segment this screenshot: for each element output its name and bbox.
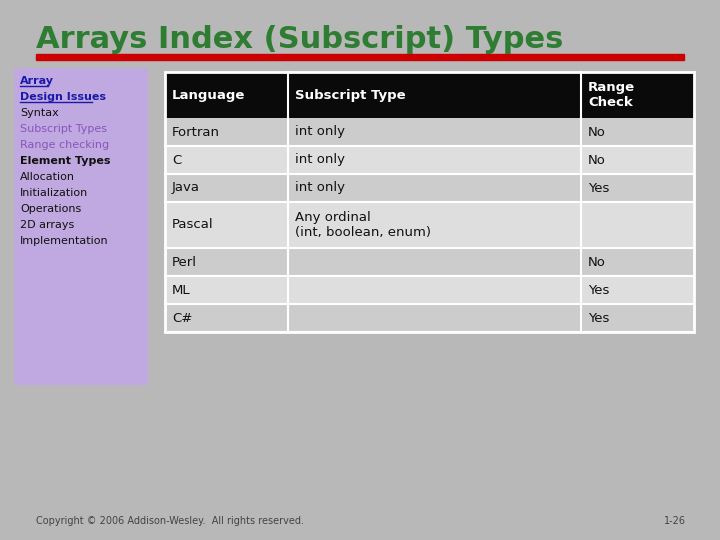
Text: Array: Array <box>20 76 54 86</box>
Text: Perl: Perl <box>172 255 197 268</box>
Text: 2D arrays: 2D arrays <box>20 220 74 230</box>
Text: Allocation: Allocation <box>20 172 75 182</box>
Text: Pascal: Pascal <box>172 219 214 232</box>
Bar <box>288 72 581 118</box>
Bar <box>36 54 684 60</box>
Bar <box>581 72 694 118</box>
Bar <box>165 146 288 174</box>
Text: 1-26: 1-26 <box>664 516 686 526</box>
Bar <box>581 174 694 202</box>
Bar <box>165 276 288 304</box>
Text: Java: Java <box>172 181 200 194</box>
Text: Initialization: Initialization <box>20 188 89 198</box>
Bar <box>165 304 288 332</box>
Text: Design Issues: Design Issues <box>20 92 106 102</box>
Bar <box>581 202 694 248</box>
Bar <box>581 304 694 332</box>
Bar <box>288 276 581 304</box>
Bar <box>581 118 694 146</box>
Text: Copyright © 2006 Addison-Wesley.  All rights reserved.: Copyright © 2006 Addison-Wesley. All rig… <box>36 516 304 526</box>
Text: int only: int only <box>295 181 345 194</box>
Bar <box>581 146 694 174</box>
Bar <box>165 72 288 118</box>
Text: Fortran: Fortran <box>172 125 220 138</box>
Text: Language: Language <box>172 89 246 102</box>
Text: int only: int only <box>295 125 345 138</box>
Text: Any ordinal
(int, boolean, enum): Any ordinal (int, boolean, enum) <box>295 211 431 239</box>
Bar <box>165 248 288 276</box>
Bar <box>165 202 288 248</box>
Text: Range checking: Range checking <box>20 140 109 150</box>
Text: Arrays Index (Subscript) Types: Arrays Index (Subscript) Types <box>36 25 563 54</box>
Bar <box>581 276 694 304</box>
Text: ML: ML <box>172 284 191 296</box>
Text: Operations: Operations <box>20 204 81 214</box>
Text: Subscript Type: Subscript Type <box>295 89 405 102</box>
Bar <box>288 304 581 332</box>
Bar <box>288 202 581 248</box>
Bar <box>165 174 288 202</box>
Text: Element Types: Element Types <box>20 156 110 166</box>
Bar <box>165 118 288 146</box>
Text: C: C <box>172 153 181 166</box>
Bar <box>288 146 581 174</box>
Bar <box>288 248 581 276</box>
Bar <box>581 248 694 276</box>
Text: C#: C# <box>172 312 192 325</box>
Bar <box>288 174 581 202</box>
Text: Subscript Types: Subscript Types <box>20 124 107 134</box>
Text: No: No <box>588 125 606 138</box>
Bar <box>165 72 694 332</box>
Text: Yes: Yes <box>588 312 609 325</box>
Text: Implementation: Implementation <box>20 236 109 246</box>
Text: Yes: Yes <box>588 284 609 296</box>
Bar <box>14 68 148 385</box>
Bar <box>288 118 581 146</box>
Text: int only: int only <box>295 153 345 166</box>
Text: Syntax: Syntax <box>20 108 59 118</box>
Text: Range
Check: Range Check <box>588 81 635 109</box>
Text: No: No <box>588 153 606 166</box>
Text: Yes: Yes <box>588 181 609 194</box>
Text: No: No <box>588 255 606 268</box>
